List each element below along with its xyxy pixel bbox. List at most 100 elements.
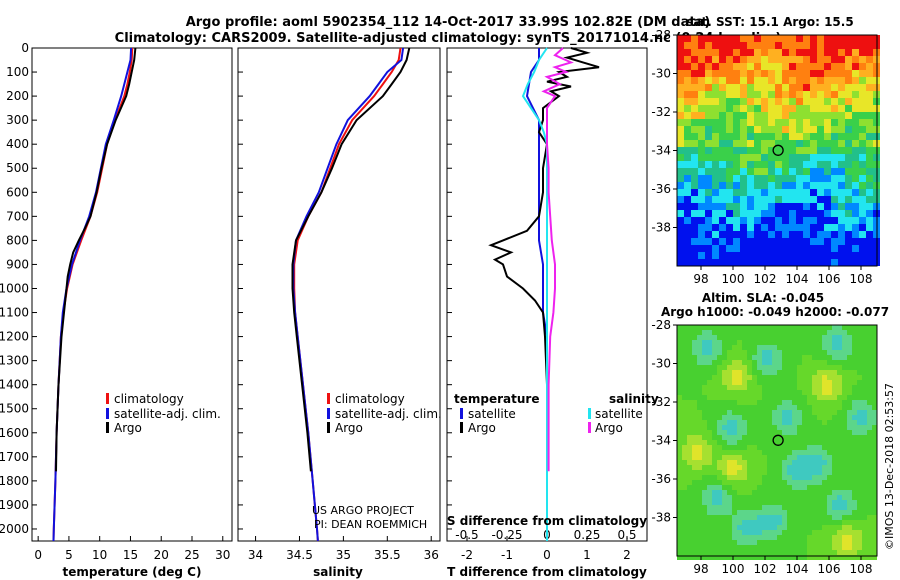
- sst-cell: [761, 91, 768, 98]
- sst-cell: [838, 147, 845, 154]
- sla-cell: [847, 480, 852, 485]
- sla-cell: [812, 510, 817, 515]
- sst-cell: [803, 70, 810, 77]
- sla-cell: [832, 515, 837, 520]
- sla-cell: [692, 525, 697, 530]
- sst-cell: [838, 154, 845, 161]
- sla-cell: [677, 410, 682, 415]
- sla-cell: [787, 415, 792, 420]
- sla-cell: [677, 375, 682, 380]
- sla-cell: [762, 340, 767, 345]
- sla-cell: [787, 440, 792, 445]
- sla-cell: [827, 450, 832, 455]
- sst-cell: [719, 189, 726, 196]
- sla-cell: [847, 390, 852, 395]
- sla-cell: [782, 515, 787, 520]
- sla-cell: [867, 480, 872, 485]
- sst-cell: [705, 49, 712, 56]
- sla-cell: [812, 505, 817, 510]
- sst-cell: [831, 231, 838, 238]
- sst-cell: [782, 112, 789, 119]
- legend-swatch-climatology: [327, 393, 330, 404]
- sla-cell: [822, 510, 827, 515]
- sla-cell: [752, 515, 757, 520]
- sst-cell: [691, 210, 698, 217]
- sla-cell: [872, 505, 877, 510]
- sst-cell: [838, 49, 845, 56]
- sst-cell: [726, 77, 733, 84]
- lon-tick-label: 98: [693, 562, 708, 576]
- sla-cell: [862, 415, 867, 420]
- sst-cell: [761, 189, 768, 196]
- sla-cell: [872, 365, 877, 370]
- sst-cell: [838, 203, 845, 210]
- sla-cell: [852, 345, 857, 350]
- sla-cell: [767, 465, 772, 470]
- sla-cell: [852, 535, 857, 540]
- sst-cell: [859, 224, 866, 231]
- sst-cell: [852, 196, 859, 203]
- sla-cell: [747, 550, 752, 555]
- sst-cell: [845, 147, 852, 154]
- sla-cell: [802, 470, 807, 475]
- sla-cell: [817, 380, 822, 385]
- sla-cell: [707, 530, 712, 535]
- sla-cell: [747, 460, 752, 465]
- sla-cell: [857, 460, 862, 465]
- sla-cell: [677, 520, 682, 525]
- sla-cell: [797, 435, 802, 440]
- sla-cell: [807, 450, 812, 455]
- sla-cell: [822, 365, 827, 370]
- sla-cell: [702, 480, 707, 485]
- sla-cell: [692, 345, 697, 350]
- sst-cell: [824, 224, 831, 231]
- sla-cell: [847, 330, 852, 335]
- sla-cell: [687, 325, 692, 330]
- sst-cell: [733, 168, 740, 175]
- sla-cell: [682, 405, 687, 410]
- sst-cell: [768, 245, 775, 252]
- sst-cell: [740, 189, 747, 196]
- sla-cell: [837, 350, 842, 355]
- sst-cell: [747, 56, 754, 63]
- sst-cell: [845, 140, 852, 147]
- sst-cell: [845, 161, 852, 168]
- sla-cell: [847, 335, 852, 340]
- sla-cell: [717, 385, 722, 390]
- sst-cell: [768, 84, 775, 91]
- sst-cell: [754, 259, 761, 266]
- sla-cell: [717, 520, 722, 525]
- sst-cell: [866, 168, 873, 175]
- sla-cell: [872, 345, 877, 350]
- sla-cell: [842, 480, 847, 485]
- depth-tick-label: 600: [6, 185, 29, 199]
- sst-cell: [824, 161, 831, 168]
- sla-cell: [712, 350, 717, 355]
- sla-cell: [752, 455, 757, 460]
- sla-cell: [767, 455, 772, 460]
- sla-cell: [777, 460, 782, 465]
- sst-cell: [782, 210, 789, 217]
- sla-cell: [792, 460, 797, 465]
- sla-cell: [862, 370, 867, 375]
- sla-cell: [822, 345, 827, 350]
- sst-cell: [754, 196, 761, 203]
- sla-cell: [822, 480, 827, 485]
- legend-climatology: climatology: [114, 392, 184, 406]
- sla-cell: [777, 335, 782, 340]
- sst-cell: [852, 42, 859, 49]
- sst-cell: [698, 91, 705, 98]
- sla-cell: [762, 480, 767, 485]
- sst-cell: [852, 112, 859, 119]
- sla-cell: [727, 470, 732, 475]
- sst-cell: [803, 98, 810, 105]
- sla-cell: [832, 360, 837, 365]
- sla-cell: [807, 375, 812, 380]
- sla-cell: [767, 365, 772, 370]
- sst-cell: [845, 70, 852, 77]
- sst-cell: [684, 182, 691, 189]
- sla-cell: [862, 390, 867, 395]
- sst-cell: [782, 91, 789, 98]
- sla-cell: [822, 455, 827, 460]
- sla-cell: [757, 445, 762, 450]
